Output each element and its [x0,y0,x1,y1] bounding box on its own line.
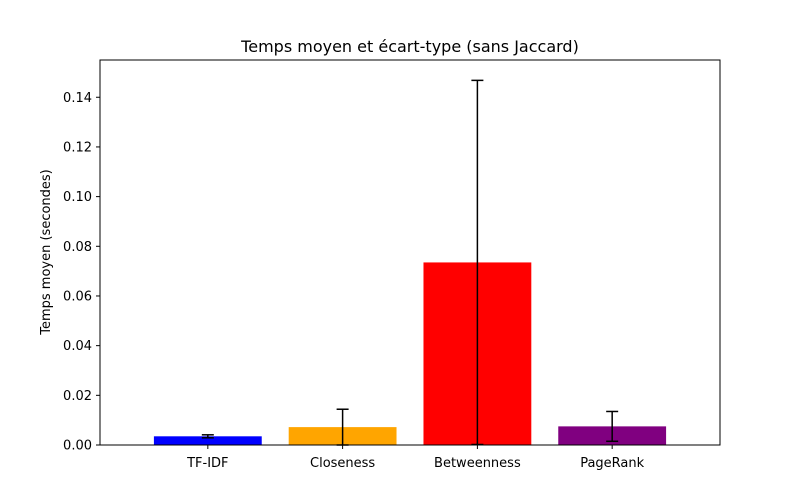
y-tick-label: 0.12 [63,140,92,155]
x-tick-label: PageRank [580,456,644,471]
y-tick-label: 0.06 [63,289,92,304]
x-tick-label: Betweenness [434,456,521,471]
bar-tf-idf [153,436,262,445]
chart-title: Temps moyen et écart-type (sans Jaccard) [240,37,579,56]
x-tick-label: Closeness [310,456,375,471]
y-tick-label: 0.10 [63,190,92,205]
plot-area: TF-IDF Closeness Betweenness PageRank 0.00 0.… [63,59,721,471]
y-axis-label: Temps moyen (secondes) [39,169,54,336]
plot-frame [99,59,721,446]
x-tick-label: TF-IDF [186,456,228,471]
y-tick-label: 0.02 [63,389,92,404]
y-tick-label: 0.14 [63,91,92,106]
y-tick-label: 0.00 [63,439,92,454]
y-tick-label: 0.04 [63,339,92,354]
y-tick-label: 0.08 [63,240,92,255]
